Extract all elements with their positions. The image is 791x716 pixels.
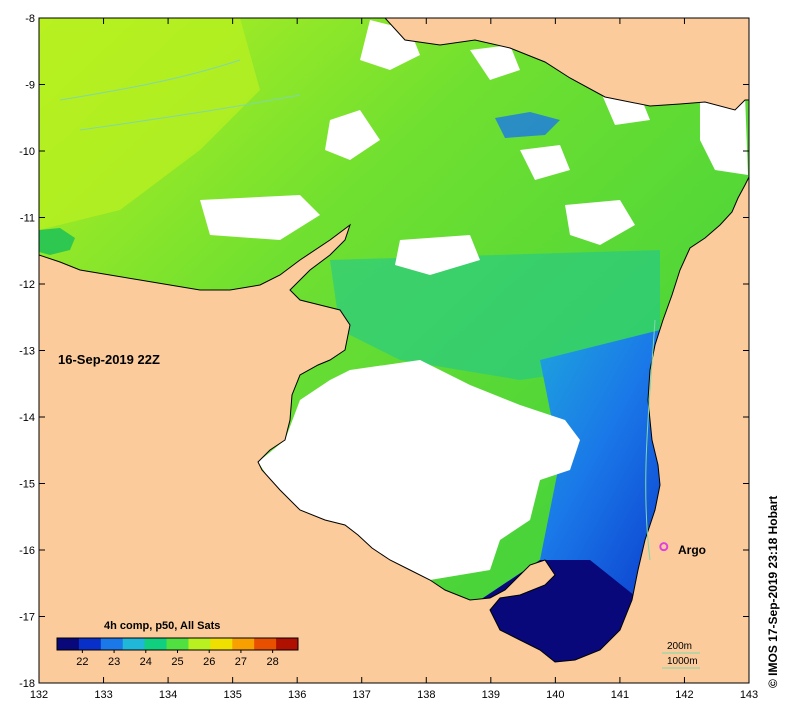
colorbar-swatch (210, 638, 233, 650)
colorbar-swatch (276, 638, 299, 650)
x-tick-label: 140 (546, 689, 564, 701)
colorbar-swatch (122, 638, 146, 650)
y-tick-label: -17 (19, 612, 35, 624)
colorbar-tick-label: 23 (108, 656, 120, 668)
y-tick-label: -8 (25, 13, 35, 25)
x-tick-label: 142 (675, 689, 693, 701)
sst-cool-north (495, 112, 560, 138)
y-tick-label: -16 (19, 545, 35, 557)
colorbar-swatch (100, 638, 124, 650)
colorbar-swatch (166, 638, 189, 650)
land (39, 18, 749, 683)
land-north-coast (384, 18, 749, 111)
y-axis: -8 -9 -10 -11 -12 -13 -14 -15 -16 -17 -18 (19, 13, 749, 690)
y-tick-label: -10 (19, 146, 35, 158)
colorbar-swatch (57, 638, 80, 650)
isobath-1000-label: 1000m (667, 656, 698, 667)
y-tick-label: -15 (19, 479, 35, 491)
y-tick-label: -9 (25, 80, 35, 92)
y-tick-label: -13 (19, 346, 35, 358)
colorbar-swatch (188, 638, 211, 650)
colorbar-tick-label: 27 (235, 656, 247, 668)
colorbar-swatch (144, 638, 168, 650)
y-tick-label: -18 (19, 678, 35, 690)
x-tick-label: 143 (740, 689, 758, 701)
x-tick-label: 135 (223, 689, 241, 701)
colorbar-tick-label: 28 (267, 656, 279, 668)
x-tick-label: 138 (417, 689, 435, 701)
colorbar-tick-label: 22 (76, 656, 88, 668)
isobaths (59, 59, 656, 561)
isobath-200-label: 200m (667, 641, 693, 652)
colorbar-title: 4h comp, p50, All Sats (104, 620, 221, 632)
colorbar-swatch (78, 638, 102, 650)
x-tick-label: 136 (288, 689, 306, 701)
colorbar-tick-label: 24 (140, 656, 152, 668)
y-tick-label: -12 (19, 279, 35, 291)
y-tick-label: -11 (20, 213, 35, 225)
argo-marker-icon (659, 542, 669, 552)
x-tick-label: 141 (611, 689, 629, 701)
x-tick-label: 134 (159, 689, 177, 701)
land-cape-york (39, 175, 749, 683)
credit-text: © IMOS 17-Sep-2019 23:18 Hobart (766, 495, 780, 688)
x-tick-label: 137 (353, 689, 371, 701)
date-stamp: 16-Sep-2019 22Z (58, 352, 160, 367)
sst-mid-patch (330, 250, 660, 380)
x-tick-label: 132 (30, 689, 48, 701)
colorbar-swatch (232, 638, 255, 650)
argo-label: Argo (678, 543, 706, 557)
colorbar: 22 23 24 25 26 27 28 (56, 637, 299, 668)
x-axis: 132 133 134 135 136 137 138 139 140 141 142 143 (30, 18, 758, 701)
colorbar-tick-label: 25 (171, 656, 183, 668)
colorbar-swatch (254, 638, 277, 650)
x-tick-label: 133 (94, 689, 112, 701)
land-nw-island (39, 228, 75, 255)
y-tick-label: -14 (19, 412, 35, 424)
x-tick-label: 139 (482, 689, 500, 701)
colorbar-tick-label: 26 (203, 656, 215, 668)
